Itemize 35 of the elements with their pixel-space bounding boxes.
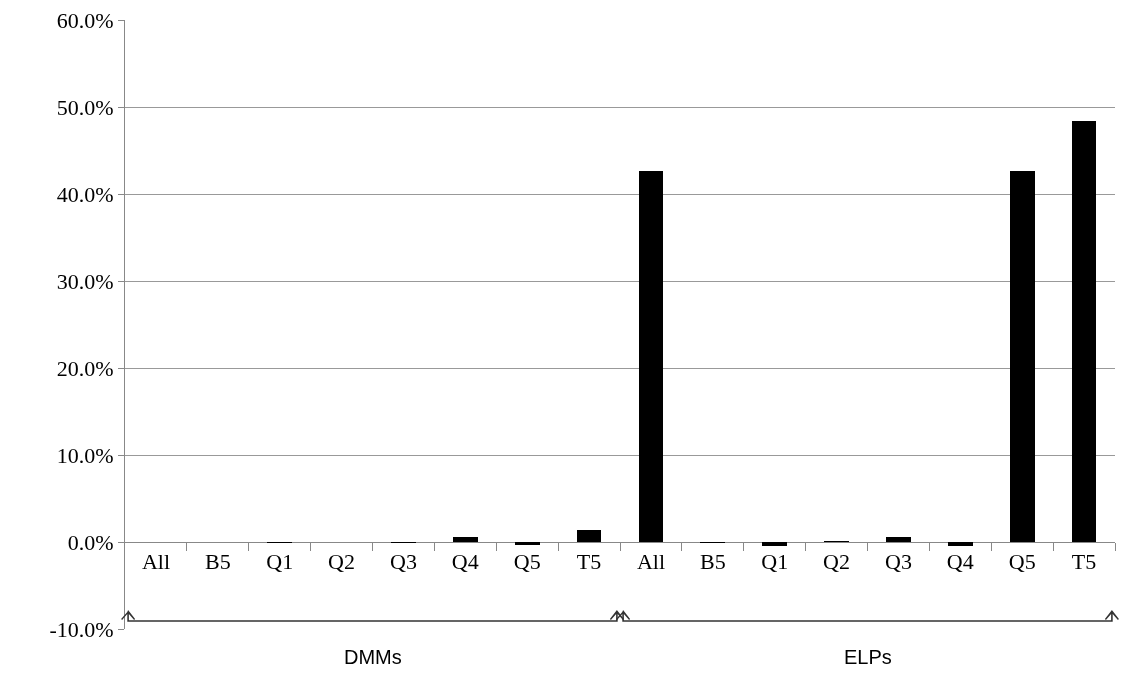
bar [514,542,540,545]
bar [1009,170,1035,542]
bar [576,529,602,542]
bar [638,170,664,542]
x-tick-label: Q5 [1008,549,1036,575]
x-tick-label: Q2 [328,549,356,575]
text: DMMs [344,646,402,668]
x-tick-label: Q3 [389,549,417,575]
y-tick-label: -10.0% [49,616,114,642]
y-tick-label: 0.0% [67,529,114,555]
bar [452,536,478,542]
bar [886,536,911,542]
y-tick-label: 40.0% [56,181,114,207]
y-tick-label: 10.0% [56,442,114,468]
y-tick-label: 20.0% [56,355,114,381]
x-tick-label: All [141,549,170,575]
bar [762,542,788,547]
x-tick-label: Q1 [266,549,294,575]
x-tick-label: T5 [576,549,602,575]
x-tick-label: T5 [1071,549,1097,575]
x-tick-label: B5 [204,549,231,575]
x-tick-label: Q4 [451,549,479,575]
x-tick-label: Q4 [946,549,974,575]
bar [947,542,973,547]
y-tick-label: 30.0% [56,268,114,294]
text: ELPs [844,646,892,668]
y-tick-label: 60.0% [56,7,114,33]
x-tick-label: B5 [699,549,726,575]
y-tick-label: 50.0% [56,94,114,120]
x-tick-label: Q5 [513,549,541,575]
x-tick-label: Q3 [884,549,912,575]
x-tick-label: Q1 [761,549,789,575]
bar [1071,120,1097,542]
x-tick-label: Q2 [823,549,851,575]
x-tick-label: All [636,549,665,575]
